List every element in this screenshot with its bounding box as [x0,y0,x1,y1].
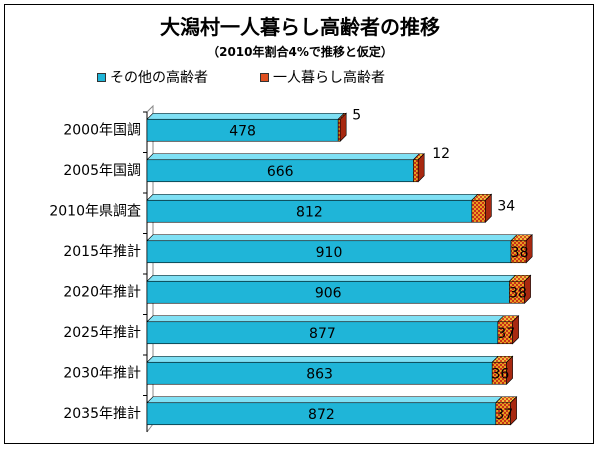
chart-subtitle: （2010年割合4%で推移と仮定） [207,45,393,59]
data-label-alone: 36 [491,366,509,382]
data-label-alone: 37 [495,407,513,423]
category-label: 2025年推計 [63,325,141,341]
data-label-alone: 37 [497,326,515,342]
data-label-other: 812 [296,204,323,220]
bar-other-top [146,396,503,404]
bar-side [512,315,519,345]
bar-side [525,234,533,264]
bar-side [524,274,531,304]
data-label-other: 906 [315,285,342,301]
legend-label-other: その他の高齢者 [110,70,208,86]
bar-other-top [146,315,505,323]
legend-swatch-alone [260,72,269,82]
axis-wall [146,104,154,433]
bar-side [339,112,347,142]
category-label: 2005年国調 [63,163,141,179]
category-label: 2035年推計 [63,406,141,422]
data-label-alone: 38 [509,285,527,301]
category-label: 2030年推計 [63,365,141,381]
data-label-other: 910 [316,245,343,261]
data-label-other: 666 [267,164,294,180]
bar-other-top [146,274,517,282]
legend-item-other: その他の高齢者 [97,67,208,87]
bar-other-top [146,112,345,120]
category-label: 2020年推計 [63,284,141,300]
legend-item-alone: 一人暮らし高齢者 [260,67,385,87]
bar-side [506,355,513,385]
legend-swatch-other [97,72,106,82]
bar-side [417,153,425,183]
axis-layer [143,104,154,433]
legend-label-alone: 一人暮らし高齢者 [273,70,385,86]
category-label: 2000年国調 [63,122,141,138]
bar-side [510,396,517,426]
labels-layer: 2000年国調 478 5 2005年国調 666 12 2010年県調査 812 34 2015… [49,107,528,423]
bar-other-top [146,153,421,161]
category-label: 2015年推計 [63,244,141,260]
category-label: 2010年県調査 [49,203,141,219]
data-label-other: 863 [306,366,333,382]
bar-other-top [146,355,499,363]
data-label-alone: 12 [432,146,450,162]
bar-side [485,193,492,223]
data-label-alone: 38 [511,245,529,261]
data-label-alone: 5 [352,107,361,123]
data-label-other: 478 [229,123,256,139]
chart-title: 大潟村一人暮らし高齢者の推移 [160,15,440,39]
chart-legend: その他の高齢者 一人暮らし高齢者 [97,66,437,88]
bar-other-top [146,234,518,242]
data-label-alone: 34 [497,198,515,214]
data-label-other: 872 [308,407,335,423]
bar-alone [413,159,419,183]
bar-alone [471,199,486,223]
bars-layer [146,112,533,426]
bar-other-top [146,193,479,201]
data-label-other: 877 [309,326,336,342]
